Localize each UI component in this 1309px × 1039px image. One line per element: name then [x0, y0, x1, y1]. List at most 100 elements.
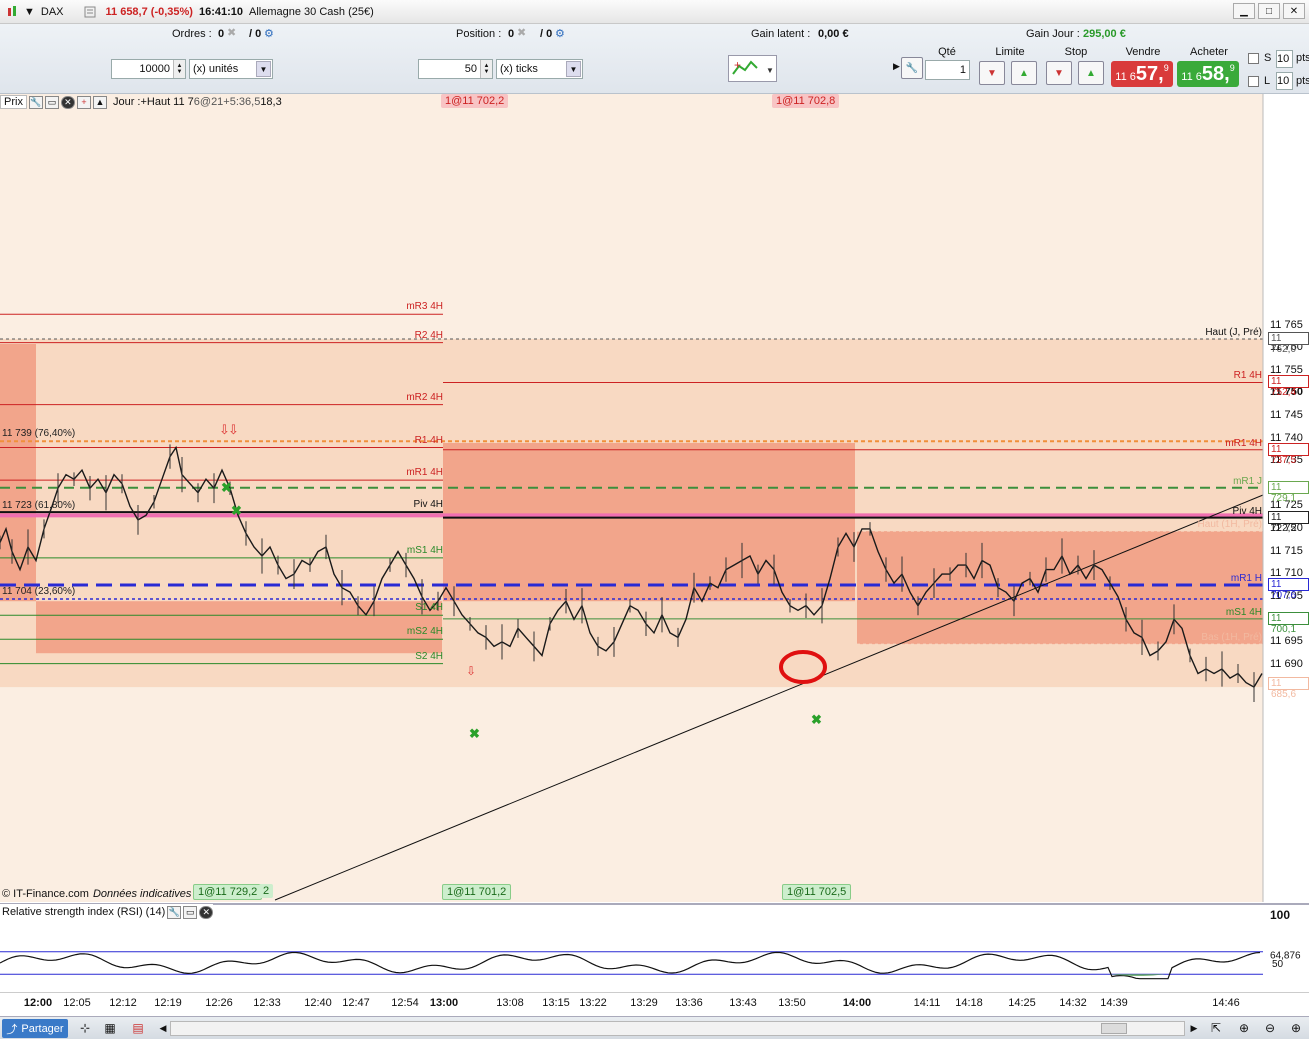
add-indicator-icon[interactable]: + — [76, 95, 91, 109]
chevron-down-icon[interactable]: ▼ — [566, 61, 581, 77]
price-axis-tick: 11 720 — [1270, 522, 1303, 534]
share-label: Partager — [21, 1022, 64, 1035]
level-label: S1 4H — [415, 602, 443, 614]
wrench-icon[interactable]: 🔧 — [167, 905, 182, 919]
buy-price-sup: 9 — [1229, 63, 1235, 73]
price-axis-tick: 11 755 — [1270, 363, 1303, 376]
quantity-unit-select[interactable]: (x) unités ▼ — [189, 59, 273, 79]
quantity-stepper[interactable]: 10000 ▲ ▼ — [111, 59, 186, 79]
position-tag: 1@11 702,8 — [772, 94, 840, 108]
qte-input[interactable]: 1 — [925, 60, 970, 80]
zoom-in-icon[interactable]: ⊕ — [1290, 1021, 1302, 1035]
price-chart-canvas[interactable]: ⇩⇩⇩✖✖✖✖ — [0, 94, 1309, 902]
scroll-right-icon[interactable]: ▶ — [1190, 1022, 1198, 1033]
fib-label: 11 723 (61,80%) — [2, 499, 76, 511]
rsi-series-line — [0, 951, 1261, 980]
chart-scrollbar[interactable] — [170, 1021, 1185, 1036]
chevron-down-icon[interactable]: ▼ — [256, 61, 271, 77]
scrollbar-thumb[interactable] — [1101, 1023, 1127, 1034]
level-label: R2 4H — [414, 329, 443, 341]
zoom-fit-icon[interactable]: ⊕ — [1238, 1021, 1250, 1035]
scale-icon[interactable]: ⇱ — [1210, 1021, 1222, 1035]
quantity-unit-value: (x) unités — [193, 63, 239, 75]
fib-label: 11 739 (76,40%) — [2, 428, 76, 440]
price-axis-value-box: 11 685,6 — [1268, 677, 1309, 700]
ticks-stepper[interactable]: 50 ▲ ▼ — [418, 59, 493, 79]
instrument-name[interactable]: DAX — [40, 5, 64, 18]
buy-button[interactable]: 11 6 58, 9 — [1177, 61, 1239, 87]
quantity-arrows-icon[interactable]: ▲ ▼ — [173, 60, 185, 78]
time-tick: 13:08 — [496, 997, 524, 1009]
instrument-full-name: Allemagne 30 Cash (25€) — [249, 5, 374, 18]
rsi-title: Relative strength index (RSI) (14) — [2, 906, 166, 918]
limit-checkbox[interactable] — [1248, 76, 1259, 87]
chart-icon[interactable] — [6, 5, 18, 19]
stop-checkbox[interactable] — [1248, 53, 1259, 64]
limit-buy-button[interactable]: ▲ — [1011, 61, 1037, 85]
wrench-icon[interactable]: 🔧 — [28, 95, 43, 109]
strategy-button[interactable]: + ▼ — [728, 55, 777, 82]
ticks-arrows-icon[interactable]: ▲ ▼ — [480, 60, 492, 78]
gain-jour-label: Gain Jour : — [1026, 28, 1080, 40]
stop-buy-button[interactable]: ▲ — [1078, 61, 1104, 85]
close-position-icon[interactable]: ✖ — [517, 27, 527, 39]
acheter-label: Acheter — [1190, 46, 1228, 58]
limite-label: Limite — [995, 46, 1025, 58]
close-icon[interactable]: ✕ — [60, 95, 75, 109]
cursor-tools-icon[interactable]: ⊹ — [79, 1021, 91, 1035]
drawing-tools-icon[interactable]: ▦ — [104, 1021, 116, 1035]
indicators-icon[interactable]: ▤ — [132, 1021, 144, 1035]
time-tick: 12:54 — [391, 997, 419, 1009]
stop-buy-icon: ▲ — [1086, 67, 1096, 79]
stop-label: Stop — [1064, 46, 1088, 58]
cancel-orders-icon[interactable]: ✖ — [227, 27, 237, 39]
scroll-left-icon[interactable]: ◀ — [159, 1022, 167, 1033]
window-icon[interactable]: ▭ — [44, 95, 59, 109]
instrument-dropdown-icon[interactable]: ▼ — [24, 5, 35, 18]
level-label-right: Bas (1H, Pré) — [1201, 632, 1262, 644]
rsi-oversold-fill — [1110, 974, 1165, 976]
collapse-arrow-icon[interactable]: ▶ — [893, 61, 900, 71]
position-tag: 1@11 701,2 — [442, 884, 512, 900]
time-tick: 13:36 — [675, 997, 703, 1009]
price-axis-value-box: 11 752,4 — [1268, 375, 1309, 398]
title-bar: ▼ DAX 11 658,7 (-0,35%) 16:41:10 Allemag… — [0, 0, 1309, 24]
price-axis-tick: 11 690 — [1270, 657, 1303, 670]
expand-up-icon[interactable]: ▲ — [92, 95, 107, 109]
zoom-out-icon[interactable]: ⊖ — [1264, 1021, 1276, 1035]
l-pts-value[interactable]: 10 — [1277, 75, 1290, 87]
price-axis-tick: 11 725 — [1270, 499, 1303, 512]
sell-price-sup: 9 — [1163, 63, 1169, 73]
time-tick: 12:26 — [205, 997, 233, 1009]
close-button[interactable]: ✕ — [1283, 3, 1305, 19]
limit-sell-button[interactable]: ▼ — [979, 61, 1005, 85]
wrench-button[interactable]: 🔧 — [901, 57, 923, 79]
s-pts-value[interactable]: 10 — [1277, 53, 1290, 65]
sell-marker-icon: ⇩ — [219, 422, 230, 437]
maximize-button[interactable]: □ — [1258, 3, 1280, 19]
qte-value[interactable]: 1 — [959, 64, 966, 76]
rsi-panel[interactable]: 64,876 50 100 — [0, 903, 1309, 993]
stop-sell-button[interactable]: ▼ — [1046, 61, 1072, 85]
close-icon[interactable]: ✕ — [199, 905, 214, 919]
svg-text:▼: ▼ — [766, 66, 774, 75]
window-icon[interactable]: ▭ — [183, 905, 198, 919]
list-icon[interactable] — [84, 6, 96, 18]
ticks-value[interactable]: 50 — [464, 63, 477, 75]
l-pts-input[interactable]: 10 — [1276, 72, 1293, 90]
sell-button[interactable]: 11 6 57, 9 — [1111, 61, 1173, 87]
time-axis: 12:00 12:05 12:12 12:19 12:26 12:33 12:40 12:47… — [0, 992, 1309, 1016]
s-pts-input[interactable]: 10 — [1276, 50, 1293, 68]
wrench-icon: 🔧 — [905, 62, 919, 74]
level-label: Piv 4H — [413, 499, 443, 511]
orders-settings-icon[interactable]: ⚙ — [264, 28, 274, 40]
quantity-value[interactable]: 10000 — [139, 63, 170, 75]
minimize-button[interactable]: ▁ — [1233, 3, 1255, 19]
s-pts-label: pts — [1296, 52, 1309, 64]
time-tick: 13:00 — [429, 997, 459, 1009]
buy-price-big: 58, — [1201, 63, 1230, 85]
position-settings-icon[interactable]: ⚙ — [555, 28, 565, 40]
share-button[interactable]: ⤴ Partager — [2, 1019, 68, 1038]
ticks-unit-select[interactable]: (x) ticks ▼ — [496, 59, 583, 79]
